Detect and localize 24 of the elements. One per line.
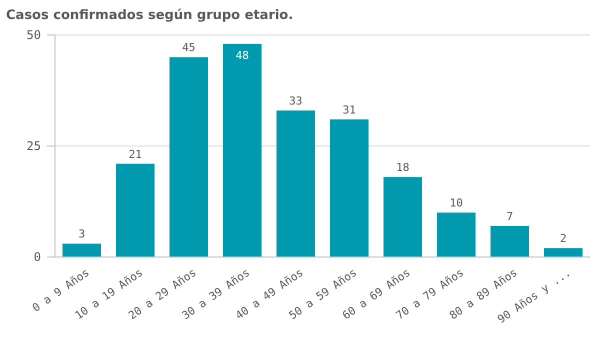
bar bbox=[62, 244, 102, 257]
bar bbox=[116, 164, 155, 257]
data-label: 10 bbox=[450, 196, 463, 210]
bar bbox=[169, 57, 208, 257]
bar bbox=[330, 119, 369, 257]
data-label: 48 bbox=[236, 48, 249, 62]
bar bbox=[383, 177, 422, 257]
data-label: 7 bbox=[506, 210, 514, 223]
bar bbox=[222, 44, 262, 257]
bar bbox=[436, 212, 476, 257]
bar bbox=[490, 226, 530, 257]
chart-title: Casos confirmados según grupo etario. bbox=[6, 8, 294, 23]
data-label: 45 bbox=[182, 41, 196, 54]
data-label: 33 bbox=[289, 94, 302, 108]
data-label: 18 bbox=[396, 161, 410, 174]
y-tick-label: 50 bbox=[26, 28, 41, 42]
data-label: 21 bbox=[128, 148, 142, 161]
data-label: 3 bbox=[78, 228, 86, 241]
y-tick-label: 0 bbox=[34, 250, 41, 264]
bar bbox=[276, 110, 316, 257]
y-tick-label: 25 bbox=[26, 139, 41, 154]
data-label: 31 bbox=[342, 103, 356, 116]
bar bbox=[544, 248, 583, 257]
data-label: 2 bbox=[560, 232, 567, 246]
